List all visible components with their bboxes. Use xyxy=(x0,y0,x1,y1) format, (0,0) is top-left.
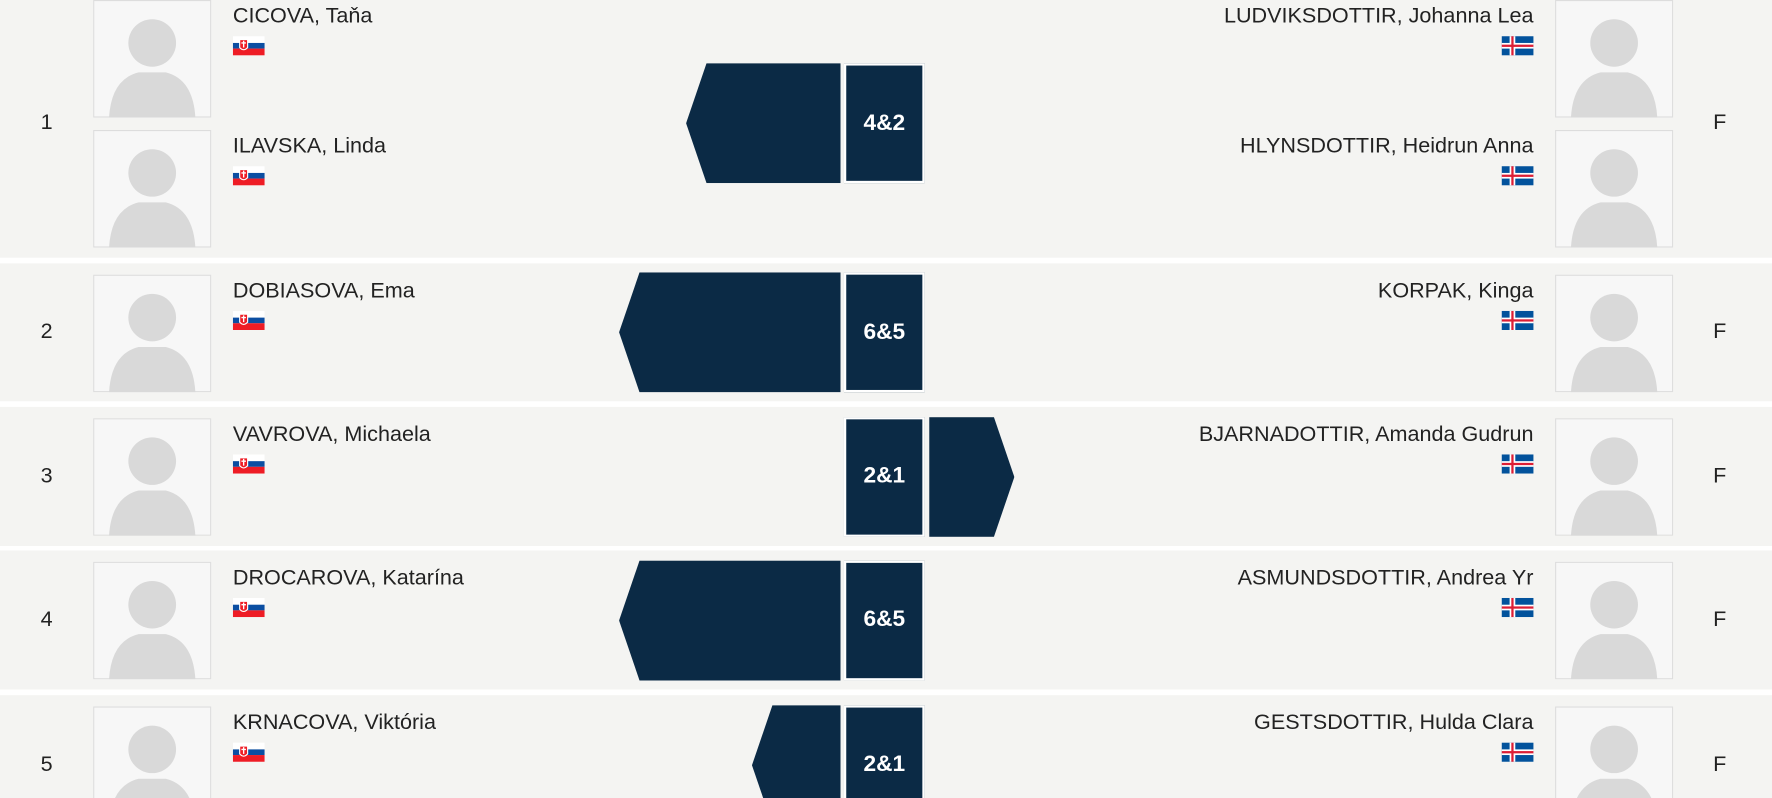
player-name: GESTSDOTTIR, Hulda Clara xyxy=(1254,710,1534,735)
flag-slovakia xyxy=(232,310,265,331)
flag xyxy=(1501,310,1534,331)
flag-slovakia xyxy=(232,166,265,186)
player-photo xyxy=(1555,418,1674,536)
player-photo xyxy=(93,561,212,680)
player-photo xyxy=(1555,129,1674,248)
match-number: 5 xyxy=(40,752,53,776)
silhouette xyxy=(93,0,212,118)
flag-slovakia xyxy=(232,742,265,762)
silhouette xyxy=(1555,129,1674,248)
winner-arrow xyxy=(686,63,841,184)
flag xyxy=(232,454,265,474)
flag xyxy=(1501,454,1534,474)
flag-slovakia xyxy=(232,454,265,474)
flag-slovakia xyxy=(232,597,265,618)
flag xyxy=(1501,166,1534,186)
match-status: F xyxy=(1713,463,1727,488)
flag xyxy=(232,742,265,762)
match-number: 3 xyxy=(40,463,53,488)
player-photo xyxy=(93,0,212,118)
player-name: VAVROVA, Michaela xyxy=(232,422,431,447)
player-photo xyxy=(93,418,212,536)
player-photo xyxy=(1555,274,1674,393)
flag-iceland xyxy=(1501,36,1534,56)
silhouette xyxy=(93,274,212,393)
silhouette xyxy=(93,129,212,248)
flag-iceland xyxy=(1501,597,1534,618)
match-status: F xyxy=(1713,110,1727,135)
flag xyxy=(232,166,265,186)
score-box: 6&5 xyxy=(843,560,925,680)
player-name: DROCAROVA, Katarína xyxy=(232,566,464,591)
flag xyxy=(1501,36,1534,56)
score-box: 6&5 xyxy=(843,272,925,393)
silhouette xyxy=(1555,418,1674,536)
winner-arrow xyxy=(619,272,841,393)
match-number: 4 xyxy=(40,607,53,632)
flag xyxy=(232,310,265,331)
flag-iceland xyxy=(1501,166,1534,186)
flag xyxy=(1501,742,1534,762)
match-row: 1 F CICOVA, Taňa ILAVSKA, Linda LUDVIKSDOTTI… xyxy=(0,0,1772,258)
score-box: 4&2 xyxy=(843,63,925,184)
match-status: F xyxy=(1713,607,1727,632)
silhouette xyxy=(93,706,212,798)
player-photo xyxy=(93,274,212,393)
player-name: LUDVIKSDOTTIR, Johanna Lea xyxy=(1223,4,1534,29)
match-row: 5 F KRNACOVA, Viktória GESTSDOTTIR, Hulda C… xyxy=(0,695,1772,798)
silhouette xyxy=(93,561,212,680)
player-name: KORPAK, Kinga xyxy=(1377,279,1534,303)
silhouette xyxy=(1555,706,1674,798)
match-number: 2 xyxy=(40,319,53,344)
flag-iceland xyxy=(1501,742,1534,762)
player-name: ILAVSKA, Linda xyxy=(232,134,387,159)
score-box: 2&1 xyxy=(843,704,925,798)
match-status: F xyxy=(1713,319,1727,344)
flag xyxy=(1501,597,1534,618)
match-row: 3 F VAVROVA, Michaela BJARNADOTTIR, Amanda … xyxy=(0,406,1772,546)
match-number: 1 xyxy=(40,110,53,135)
flag-iceland xyxy=(1501,454,1534,474)
flag xyxy=(232,36,265,56)
player-name: ASMUNDSDOTTIR, Andrea Yr xyxy=(1237,566,1534,591)
winner-arrow xyxy=(619,560,841,680)
flag xyxy=(232,597,265,618)
silhouette xyxy=(1555,0,1674,118)
player-photo xyxy=(1555,561,1674,680)
flag-slovakia xyxy=(232,36,265,56)
match-row: 4 F DROCAROVA, Katarína ASMUNDSDOTTIR, Andr… xyxy=(0,550,1772,690)
player-name: HLYNSDOTTIR, Heidrun Anna xyxy=(1239,134,1534,159)
player-name: CICOVA, Taňa xyxy=(232,4,373,29)
silhouette xyxy=(93,418,212,536)
player-photo xyxy=(1555,706,1674,798)
player-photo xyxy=(1555,0,1674,118)
winner-arrow xyxy=(929,416,1015,537)
player-photo xyxy=(93,129,212,248)
player-name: BJARNADOTTIR, Amanda Gudrun xyxy=(1198,422,1534,447)
player-photo xyxy=(93,706,212,798)
player-name: DOBIASOVA, Ema xyxy=(232,279,415,303)
winner-arrow xyxy=(751,704,841,798)
flag-iceland xyxy=(1501,310,1534,331)
player-name: KRNACOVA, Viktória xyxy=(232,710,436,735)
score-box: 2&1 xyxy=(843,416,925,537)
match-status: F xyxy=(1713,752,1727,776)
silhouette xyxy=(1555,561,1674,680)
match-row: 2 F DOBIASOVA, Ema KORPAK, Kinga 6&5 xyxy=(0,263,1772,402)
silhouette xyxy=(1555,274,1674,393)
